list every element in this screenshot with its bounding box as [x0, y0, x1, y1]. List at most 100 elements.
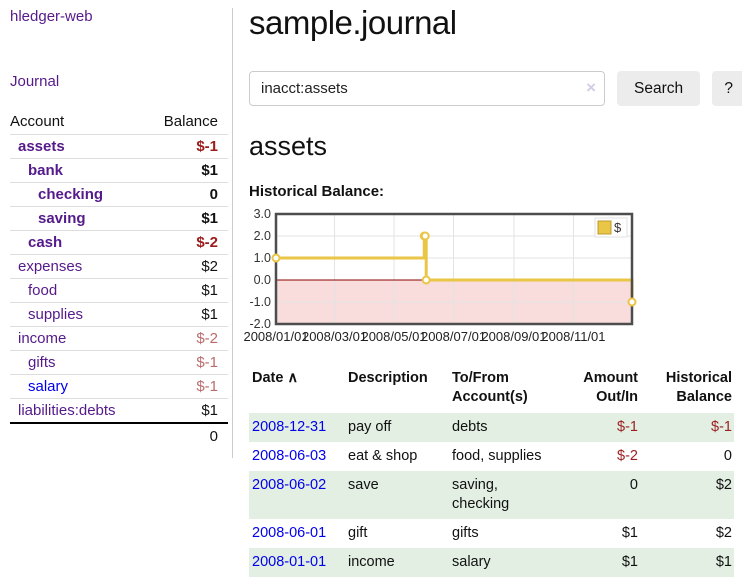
col-amount: Amount Out/In [562, 365, 640, 413]
col-tofrom-line2: Account(s) [452, 389, 528, 405]
sidebar-item-journal[interactable]: Journal [10, 73, 60, 90]
transaction-balance: $2 [715, 477, 732, 493]
account-link-liabilities-debts[interactable]: liabilities:debts [18, 402, 116, 419]
transaction-description: save [348, 477, 379, 493]
legend-swatch [597, 220, 612, 235]
account-link-income[interactable]: income [18, 330, 67, 347]
account-link-gifts[interactable]: gifts [28, 354, 56, 371]
accounts-total-value: 0 [145, 422, 228, 448]
svg-text:-1.0: -1.0 [249, 295, 271, 309]
col-amount-line1: Amount [583, 370, 638, 386]
svg-text:2008/07/01: 2008/07/01 [421, 329, 486, 344]
transaction-description: income [348, 554, 395, 570]
col-balance-line2: Balance [676, 389, 732, 405]
account-link-supplies[interactable]: supplies [28, 306, 84, 323]
col-balance: Historical Balance [640, 365, 734, 413]
main-content: sample.journal × Search ? assets Histori… [233, 0, 742, 577]
account-balance: 0 [145, 182, 228, 207]
svg-text:0.0: 0.0 [254, 273, 271, 287]
transaction-accounts: food, supplies [452, 448, 542, 464]
transaction-row: 2008-12-31 pay off debts $-1 $-1 [249, 413, 734, 442]
transaction-accounts: salary [452, 554, 491, 570]
col-description: Description [348, 370, 428, 386]
col-date-label: Date [252, 370, 284, 386]
transaction-amount: $-1 [617, 419, 638, 435]
page-title: sample.journal [249, 4, 457, 41]
account-link-salary[interactable]: salary [28, 378, 69, 395]
account-link-assets[interactable]: assets [18, 138, 65, 155]
account-balance: $-2 [145, 326, 228, 351]
account-balance: $1 [145, 398, 228, 424]
sort-asc-icon: ∧ [287, 370, 299, 386]
svg-text:2008/09/01: 2008/09/01 [481, 329, 546, 344]
svg-text:2008/05/01: 2008/05/01 [361, 329, 426, 344]
transaction-description: pay off [348, 419, 392, 435]
transaction-date-link[interactable]: 2008-06-03 [252, 448, 327, 464]
svg-text:2008/01/01: 2008/01/01 [243, 329, 308, 344]
transaction-accounts: saving, checking [452, 477, 510, 512]
transaction-amount: $-2 [617, 448, 638, 464]
transactions-table: Date ∧ Description To/From Account(s) Amou… [249, 365, 734, 577]
transaction-date-link[interactable]: 2008-06-02 [252, 477, 327, 493]
account-row: food $1 [10, 278, 228, 303]
col-balance-line1: Historical [665, 370, 732, 386]
svg-text:2008/03/01: 2008/03/01 [302, 329, 367, 344]
transaction-amount: $1 [621, 525, 638, 541]
search-input[interactable] [249, 71, 605, 106]
accounts-header-row: Account Balance [10, 110, 228, 135]
transaction-description: eat & shop [348, 448, 418, 464]
col-date[interactable]: Date ∧ [249, 365, 345, 413]
transaction-date-link[interactable]: 2008-01-01 [252, 554, 327, 570]
account-row: assets $-1 [10, 134, 228, 159]
transaction-balance: $2 [715, 525, 732, 541]
account-row: checking 0 [10, 182, 228, 207]
account-link-bank[interactable]: bank [28, 162, 64, 179]
account-balance: $-1 [145, 134, 228, 159]
chart-heading: Historical Balance: [249, 183, 385, 200]
historical-balance-chart: $3.0 2.0 1.0 0.0 -1.0 -2.02008/01/012008/03/0… [243, 207, 637, 344]
sidebar-inner: hledger-web Journal Account Balance asse… [10, 8, 233, 458]
account-balance: $2 [145, 254, 228, 279]
col-tofrom-line1: To/From [452, 370, 509, 386]
account-row: supplies $1 [10, 302, 228, 327]
account-balance: $1 [145, 278, 228, 303]
transaction-row: 2008-06-02 save saving, checking 0 $2 [249, 471, 734, 519]
svg-text:2008/11/01: 2008/11/01 [541, 329, 605, 344]
accounts-col-balance: Balance [145, 110, 228, 135]
brand-link[interactable]: hledger-web [10, 8, 93, 25]
account-balance: $1 [145, 158, 228, 183]
transaction-balance: 0 [723, 448, 732, 464]
accounts-col-account: Account [10, 110, 146, 135]
account-link-expenses[interactable]: expenses [18, 258, 83, 275]
col-tofrom: To/From Account(s) [449, 365, 562, 413]
account-row: expenses $2 [10, 254, 228, 279]
account-link-cash[interactable]: cash [28, 234, 63, 251]
account-balance: $1 [145, 206, 228, 231]
account-row: income $-2 [10, 326, 228, 351]
account-link-checking[interactable]: checking [38, 186, 104, 203]
account-row: salary $-1 [10, 374, 228, 399]
transaction-description: gift [348, 525, 368, 541]
accounts-table: Account Balance assets $-1 bank $1 check… [10, 110, 228, 448]
transaction-balance: $1 [715, 554, 732, 570]
account-balance: $-2 [145, 230, 228, 255]
transaction-row: 2008-01-01 income salary $1 $1 [249, 548, 734, 577]
search-bar: × Search ? [249, 71, 742, 106]
transaction-date-link[interactable]: 2008-06-01 [252, 525, 327, 541]
search-button[interactable]: Search [617, 71, 701, 106]
svg-text:-2.0: -2.0 [249, 317, 271, 331]
transaction-date-link[interactable]: 2008-12-31 [252, 419, 327, 435]
sidebar: hledger-web Journal Account Balance asse… [0, 0, 233, 458]
help-button[interactable]: ? [712, 71, 742, 106]
clear-search-icon[interactable]: × [586, 78, 596, 97]
account-row: cash $-2 [10, 230, 228, 255]
account-balance: $1 [145, 302, 228, 327]
account-row: liabilities:debts $1 [10, 398, 228, 424]
account-link-food[interactable]: food [28, 282, 58, 299]
account-row: saving $1 [10, 206, 228, 231]
svg-text:1.0: 1.0 [254, 251, 271, 265]
account-balance: $-1 [145, 374, 228, 399]
transaction-row: 2008-06-03 eat & shop food, supplies $-2… [249, 442, 734, 471]
account-link-saving[interactable]: saving [38, 210, 86, 227]
